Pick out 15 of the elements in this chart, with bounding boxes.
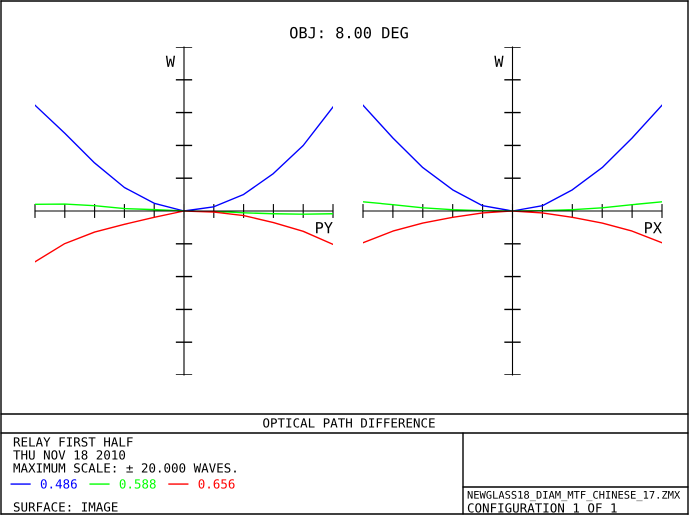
- text: THU NOV 18 2010: [13, 450, 126, 460]
- y-axis-title: W: [166, 56, 176, 67]
- legend-label: 0.588: [120, 479, 156, 489]
- text: SURFACE: IMAGE: [14, 502, 118, 512]
- text: RELAY FIRST HALF: [14, 437, 133, 447]
- text: NEWGLASS18_DIAM_MTF_CHINESE_17.ZMX: [468, 490, 680, 502]
- chart-title: OBJ: 8.00 DEG: [290, 26, 408, 38]
- x-axis-title: PX: [645, 222, 662, 234]
- text: CONFIGURATION 1 OF 1: [468, 503, 617, 513]
- y-axis-title: W: [494, 56, 504, 67]
- text: MAXIMUM SCALE: ± 20.000 WAVES.: [14, 463, 236, 473]
- legend-label: 0.486: [40, 479, 77, 489]
- text: OPTICAL PATH DIFFERENCE: [263, 418, 435, 428]
- legend-label: 0.656: [198, 479, 235, 489]
- x-axis-title: PY: [316, 222, 333, 234]
